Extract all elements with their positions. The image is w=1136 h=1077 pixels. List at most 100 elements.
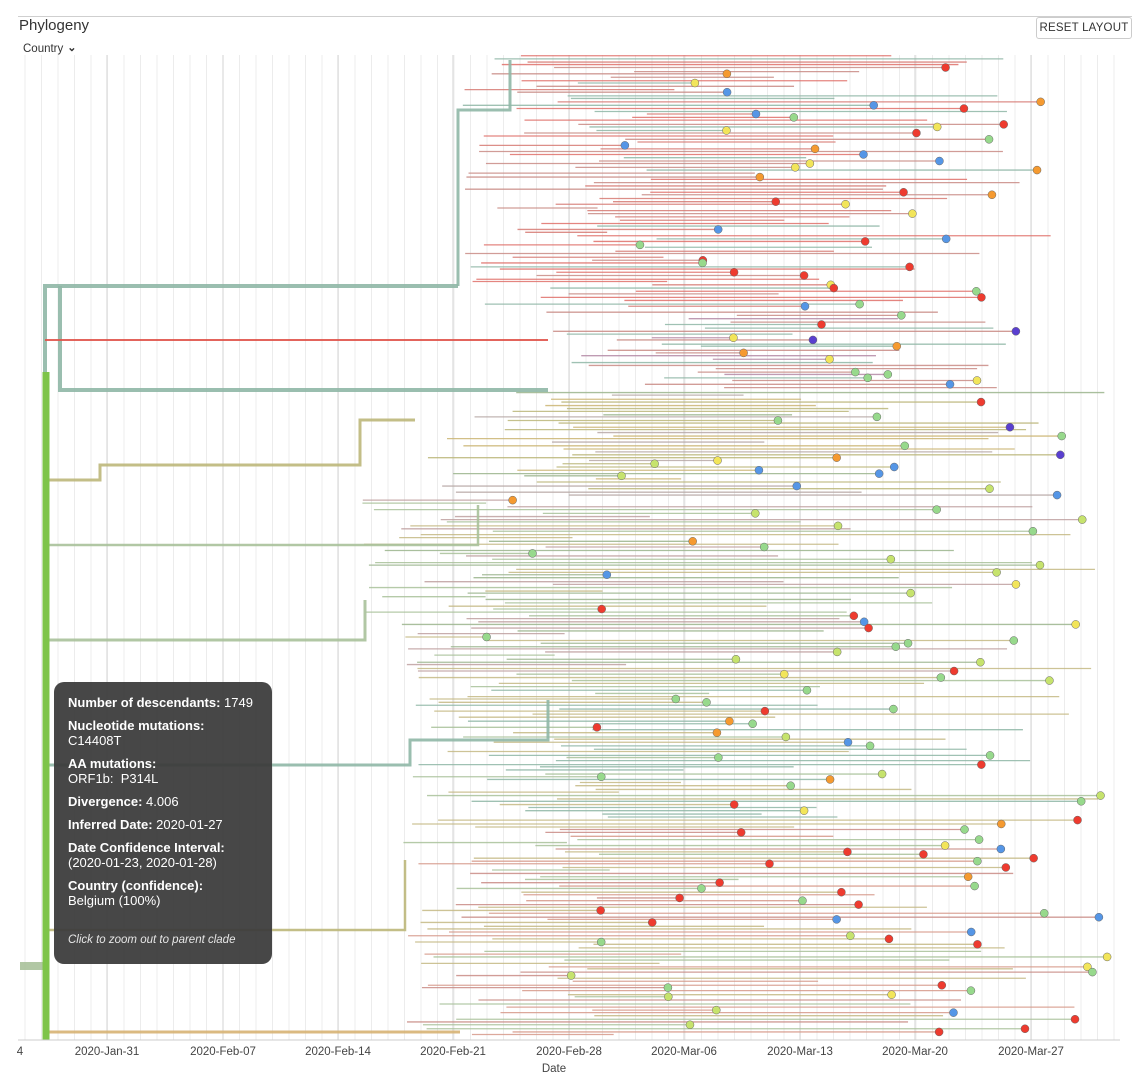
tip-node[interactable] [650,459,659,469]
tip-node[interactable] [729,333,738,342]
tip-node[interactable] [1029,853,1038,863]
tip-node[interactable] [906,588,915,598]
tip-node[interactable] [832,647,842,657]
tip-node[interactable] [722,69,732,79]
tip-node[interactable] [829,283,839,293]
tip-node[interactable] [810,144,820,154]
tip-node[interactable] [1076,797,1086,806]
tip-node[interactable] [908,209,917,218]
tip-node[interactable] [869,101,878,110]
tip-node[interactable] [949,666,959,676]
tip-node[interactable] [1070,1014,1080,1024]
tip-node[interactable] [1028,526,1038,536]
tip-node[interactable] [970,881,979,891]
tip-node[interactable] [897,311,906,320]
tip-node[interactable] [884,934,894,944]
tip-node[interactable] [729,800,739,809]
tip-node[interactable] [900,441,910,451]
tip-node[interactable] [697,884,706,893]
tip-node[interactable] [872,412,882,422]
tip-node[interactable] [854,900,863,909]
tip-node[interactable] [713,456,722,465]
tip-node[interactable] [791,163,800,172]
tip-node[interactable] [1032,165,1042,175]
tip-node[interactable] [702,698,711,707]
tip-node[interactable] [664,992,673,1001]
tip-node[interactable] [977,760,986,769]
tip-node[interactable] [597,772,606,782]
tip-node[interactable] [1056,450,1065,460]
tip-node[interactable] [798,896,807,905]
tip-node[interactable] [864,623,873,633]
tip-node[interactable] [592,723,602,732]
tip-node[interactable] [960,825,969,834]
tip-node[interactable] [671,694,681,704]
tip-node[interactable] [832,915,841,924]
tip-node[interactable] [985,484,994,493]
tip-node[interactable] [849,611,859,621]
tip-node[interactable] [808,335,818,345]
tip-node[interactable] [843,847,852,857]
tip-node[interactable] [976,397,986,407]
tree-tips[interactable] [482,63,1112,1037]
tip-node[interactable] [936,673,946,682]
tip-node[interactable] [722,126,731,135]
tip-node[interactable] [843,737,853,747]
tip-node[interactable] [566,971,576,980]
tip-node[interactable] [846,931,855,941]
tip-node[interactable] [883,370,893,379]
tip-node[interactable] [748,719,757,728]
tip-node[interactable] [779,669,789,679]
tip-node[interactable] [940,841,950,850]
tip-node[interactable] [786,781,795,790]
tip-node[interactable] [987,190,997,200]
tip-node[interactable] [1052,490,1062,500]
tip-node[interactable] [887,990,896,999]
tip-node[interactable] [755,172,765,182]
tip-node[interactable] [825,775,835,784]
tip-node[interactable] [690,78,700,88]
tip-node[interactable] [892,341,902,351]
tip-node[interactable] [903,639,913,648]
tip-node[interactable] [1011,327,1021,336]
tip-node[interactable] [919,850,928,859]
tip-node[interactable] [997,819,1006,829]
tip-node[interactable] [773,416,783,425]
tip-node[interactable] [712,1005,721,1015]
tip-node[interactable] [855,299,864,309]
tip-node[interactable] [959,104,969,113]
tip-node[interactable] [1083,962,1092,972]
tip-node[interactable] [1009,636,1019,645]
tip-node[interactable] [698,258,707,268]
tip-node[interactable] [863,373,872,383]
tip-node[interactable] [722,87,732,97]
tip-node[interactable] [647,918,657,927]
tip-node[interactable] [1001,863,1011,872]
tip-node[interactable] [1011,580,1021,589]
tip-node[interactable] [792,481,802,491]
tip-node[interactable] [935,156,944,166]
tip-node[interactable] [934,1027,944,1037]
tip-node[interactable] [1096,791,1105,800]
tip-node[interactable] [984,135,994,144]
tip-node[interactable] [851,367,860,377]
tip-node[interactable] [714,753,723,762]
tip-node[interactable] [837,887,846,897]
tip-node[interactable] [482,632,491,642]
tip-node[interactable] [912,128,921,138]
tip-node[interactable] [932,122,942,132]
tip-node[interactable] [992,568,1001,577]
tip-node[interactable] [528,549,537,558]
tip-node[interactable] [832,453,841,462]
tip-node[interactable] [972,376,982,385]
tip-node[interactable] [1077,515,1087,524]
tip-node[interactable] [739,348,748,358]
tip-node[interactable] [889,704,898,714]
tip-node[interactable] [1071,620,1080,629]
tip-node[interactable] [688,537,697,546]
tip-node[interactable] [859,617,869,627]
tip-node[interactable] [1035,560,1045,570]
tip-node[interactable] [859,150,868,159]
tip-node[interactable] [508,495,517,505]
tip-node[interactable] [966,927,976,937]
